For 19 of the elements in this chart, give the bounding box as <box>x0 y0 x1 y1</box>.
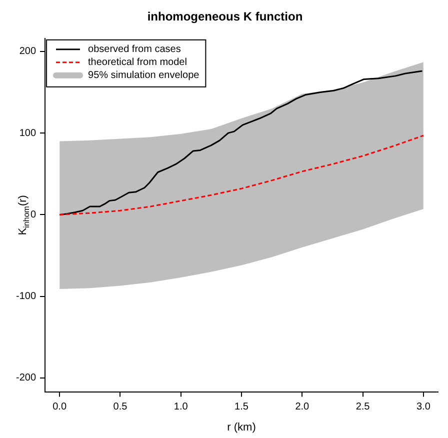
y-tick-label: 0 <box>30 209 36 220</box>
x-tick-label: 1.0 <box>174 402 188 413</box>
legend-label: observed from cases <box>88 44 181 56</box>
legend-label: theoretical from model <box>88 57 187 68</box>
chart-title: inhomogeneous K function <box>147 10 303 24</box>
x-tick-label: 1.5 <box>234 402 249 413</box>
x-tick-label: 3.0 <box>416 402 431 413</box>
x-tick-label: 0.0 <box>52 402 67 413</box>
x-tick-label: 0.5 <box>113 402 128 413</box>
legend-label: 95% simulation envelope <box>88 70 200 82</box>
y-tick-label: -200 <box>16 372 36 384</box>
y-tick-label: -100 <box>16 291 36 302</box>
y-axis-title: Kinhom(r) <box>17 195 31 236</box>
y-tick-label: 100 <box>19 128 36 139</box>
line-series <box>58 134 424 216</box>
y-tick-label: 200 <box>19 46 36 58</box>
x-tick-label: 2.5 <box>356 402 370 413</box>
x-tick-label: 2.0 <box>295 402 310 413</box>
x-axis-title: r (km) <box>227 421 256 434</box>
